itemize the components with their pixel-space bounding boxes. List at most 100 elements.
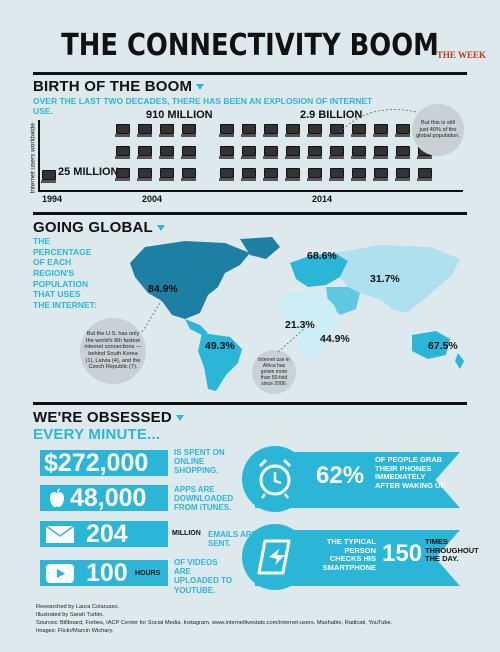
value-2004: 910 MILLION bbox=[146, 109, 213, 121]
year-2004: 2004 bbox=[142, 194, 163, 204]
y-axis-label: Internet users worldwide bbox=[29, 123, 37, 194]
brand-logo: THE WEEK bbox=[436, 50, 486, 60]
triangle-icon bbox=[175, 415, 184, 422]
computer-icon bbox=[159, 146, 174, 159]
year-2014: 2014 bbox=[312, 194, 333, 204]
envelope-icon bbox=[46, 526, 74, 543]
play-icon bbox=[46, 564, 74, 583]
stat-shopping: $272,000 bbox=[40, 450, 168, 476]
computer-icon bbox=[181, 146, 196, 159]
world-map bbox=[130, 237, 464, 391]
computer-icon bbox=[351, 168, 366, 181]
label-africa: 21.3% bbox=[285, 319, 315, 331]
asia-shape bbox=[335, 245, 460, 313]
computer-icon bbox=[241, 146, 256, 159]
stat-emails-unit: MILLION bbox=[172, 530, 201, 537]
computer-icon bbox=[329, 146, 344, 159]
oceania-shape bbox=[412, 331, 450, 359]
computer-icon bbox=[219, 168, 234, 181]
computer-icon bbox=[417, 168, 432, 181]
triangle-icon bbox=[156, 225, 165, 232]
computer-icon bbox=[329, 168, 344, 181]
checks-desc: THE TYPICAL PERSON CHECKS HIS SMARTPHONE bbox=[322, 537, 376, 572]
computer-icon bbox=[137, 124, 152, 137]
label-oceania: 67.5% bbox=[428, 340, 458, 352]
value-1994: 25 MILLION bbox=[58, 166, 119, 178]
computer-icon bbox=[181, 168, 196, 181]
global-subtitle: THE PERCENTAGE OF EACH REGION'S POPULATI… bbox=[33, 236, 97, 310]
africa-note-bubble: Internet use in Africa has grown more th… bbox=[252, 350, 296, 394]
computer-icon bbox=[115, 124, 130, 137]
computer-icon bbox=[41, 170, 56, 183]
computer-icon bbox=[181, 124, 196, 137]
label-asia: 31.7% bbox=[370, 273, 400, 285]
birth-subtitle: OVER THE LAST TWO DECADES, THERE HAS BEE… bbox=[33, 96, 373, 116]
page-title: THE CONNECTIVITY BOOM bbox=[61, 28, 439, 63]
computer-icon bbox=[285, 168, 300, 181]
computer-icon bbox=[395, 168, 410, 181]
year-1994: 1994 bbox=[42, 194, 63, 204]
phones-value: 62% bbox=[316, 462, 365, 489]
us-note-bubble: But the U.S. has only the world's 8th fa… bbox=[80, 318, 146, 384]
label-north-america: 84.9% bbox=[148, 283, 178, 295]
stat-videos-desc: OF VIDEOS ARE UPLOADED TO YOUTUBE. bbox=[174, 558, 233, 595]
computer-icon bbox=[285, 124, 300, 137]
computer-icon bbox=[373, 146, 388, 159]
computer-icon bbox=[395, 124, 410, 137]
clock-circle bbox=[242, 446, 308, 512]
stat-emails-desc: EMAILS ARE SENT. bbox=[208, 530, 258, 549]
computer-icon bbox=[263, 124, 278, 137]
computer-icon bbox=[115, 146, 130, 159]
label-middle-east: 44.9% bbox=[320, 333, 350, 345]
computer-icon bbox=[219, 124, 234, 137]
credit-sources: Sources: Billboard, Forbes, IACP Center … bbox=[36, 619, 393, 626]
obsessed-subheading: EVERY MINUTE... bbox=[33, 426, 161, 443]
stat-videos: 100 bbox=[40, 560, 168, 586]
stat-apps-desc: APPS ARE DOWNLOADED FROM iTUNES. bbox=[174, 485, 234, 513]
stat-shopping-desc: IS SPENT ON ONLINE SHOPPING. bbox=[174, 448, 225, 476]
computer-icon bbox=[159, 168, 174, 181]
computer-icon bbox=[219, 146, 234, 159]
computer-icon bbox=[395, 146, 410, 159]
greenland-shape bbox=[240, 237, 280, 259]
triangle-icon bbox=[196, 84, 205, 91]
computer-icon bbox=[241, 124, 256, 137]
europe-shape bbox=[290, 253, 348, 287]
computer-icon bbox=[241, 168, 256, 181]
note-connector bbox=[340, 109, 417, 133]
computer-icon bbox=[351, 124, 366, 137]
alarm-clock-icon bbox=[258, 458, 292, 499]
computer-icon bbox=[373, 168, 388, 181]
birth-heading: BIRTH OF THE BOOM bbox=[33, 78, 205, 95]
checks-suffix: TIMES THROUGHOUT THE DAY. bbox=[425, 537, 479, 564]
section-divider bbox=[33, 212, 467, 215]
africa-shape bbox=[278, 291, 340, 363]
stat-emails: 204 bbox=[40, 521, 168, 547]
computer-icon bbox=[137, 146, 152, 159]
computer-icon bbox=[159, 124, 174, 137]
north-america-shape bbox=[130, 241, 250, 319]
computer-icon bbox=[263, 146, 278, 159]
phone-circle bbox=[242, 524, 308, 590]
y-axis bbox=[38, 120, 40, 191]
global-heading: GOING GLOBAL bbox=[33, 219, 165, 236]
credit-researched: Researched by Laura Colarusso. bbox=[36, 604, 120, 610]
x-axis bbox=[38, 190, 463, 192]
value-2014: 2.9 BILLION bbox=[300, 109, 363, 121]
computer-icon bbox=[307, 124, 322, 137]
note-bubble: But this is still just 40% of the global… bbox=[412, 104, 464, 156]
credit-images: Images: Flickr/Marcin Wichary. bbox=[36, 627, 114, 634]
computer-icon bbox=[115, 168, 130, 181]
label-south-america: 49.3% bbox=[205, 340, 235, 352]
computer-icon bbox=[307, 146, 322, 159]
section-divider bbox=[33, 72, 467, 75]
central-america-shape bbox=[185, 319, 208, 335]
apple-icon bbox=[50, 488, 64, 507]
computer-icon bbox=[285, 146, 300, 159]
note-connectors bbox=[141, 299, 306, 353]
credits: Researched by Laura Colarusso. Illustrat… bbox=[36, 604, 476, 636]
stat-apps: 48,000 bbox=[40, 485, 168, 511]
computer-icon bbox=[351, 146, 366, 159]
checks-value: 150 bbox=[382, 540, 423, 567]
islands-shape bbox=[455, 353, 464, 369]
